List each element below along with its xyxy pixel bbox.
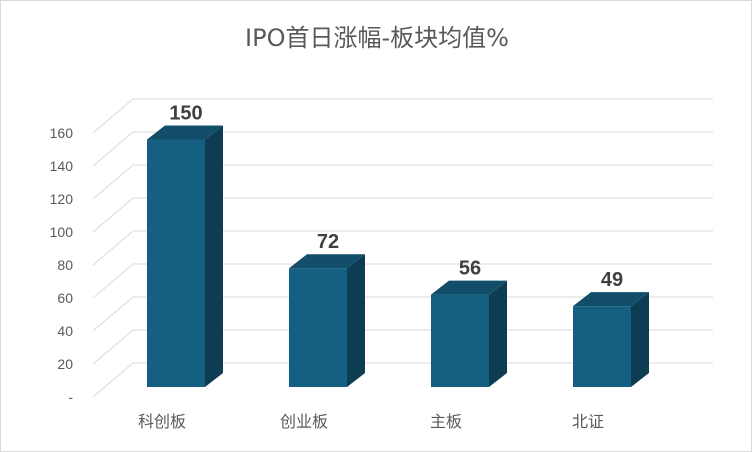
bar-front [573, 306, 631, 387]
bar-side [347, 254, 365, 387]
gridline-side [92, 263, 134, 299]
bar-top [147, 125, 223, 140]
gridline-side [92, 131, 134, 167]
y-axis-ticks: - 20 40 60 80 100 120 140 160 [50, 125, 74, 405]
data-label: 56 [459, 258, 481, 280]
gridline-side [92, 362, 134, 398]
y-tick-label: 120 [50, 191, 74, 207]
bar-front [431, 294, 489, 387]
y-tick-label: 60 [57, 290, 73, 306]
bar [431, 280, 507, 387]
x-category-label: 科创板 [138, 412, 186, 431]
bar-side [205, 125, 223, 387]
gridline-side [92, 197, 134, 233]
data-label: 150 [169, 103, 202, 125]
x-axis-categories: 科创板 创业板 主板 北证 [138, 412, 604, 431]
y-tick-label: 40 [57, 323, 73, 339]
bar-top [573, 292, 649, 307]
x-category-label: 北证 [572, 412, 604, 431]
gridlines [92, 98, 713, 398]
data-label: 49 [601, 269, 623, 291]
bar [289, 254, 365, 387]
bar [147, 125, 223, 387]
gridline-side [92, 98, 134, 134]
x-category-label: 创业板 [280, 412, 328, 431]
bar-front [147, 139, 205, 387]
y-tick-label: 20 [57, 356, 73, 372]
data-labels: 150 72 56 49 [169, 103, 623, 292]
bar-top [431, 280, 507, 295]
bar-side [489, 280, 507, 387]
data-label: 72 [317, 231, 339, 253]
gridline-side [92, 230, 134, 266]
bar-series [147, 125, 649, 387]
bar [573, 292, 649, 387]
y-tick-label: - [68, 389, 73, 405]
bar-top [289, 254, 365, 269]
bar-front [289, 268, 347, 387]
y-tick-label: 100 [50, 224, 74, 240]
x-category-label: 主板 [430, 412, 462, 431]
chart-title: IPO首日涨幅-板块均值% [245, 24, 509, 52]
y-tick-label: 160 [50, 125, 74, 141]
gridline-side [92, 296, 134, 332]
bar-side [631, 292, 649, 387]
gridline-side [92, 329, 134, 365]
y-tick-label: 140 [50, 158, 74, 174]
gridline-side [92, 164, 134, 200]
y-tick-label: 80 [57, 257, 73, 273]
